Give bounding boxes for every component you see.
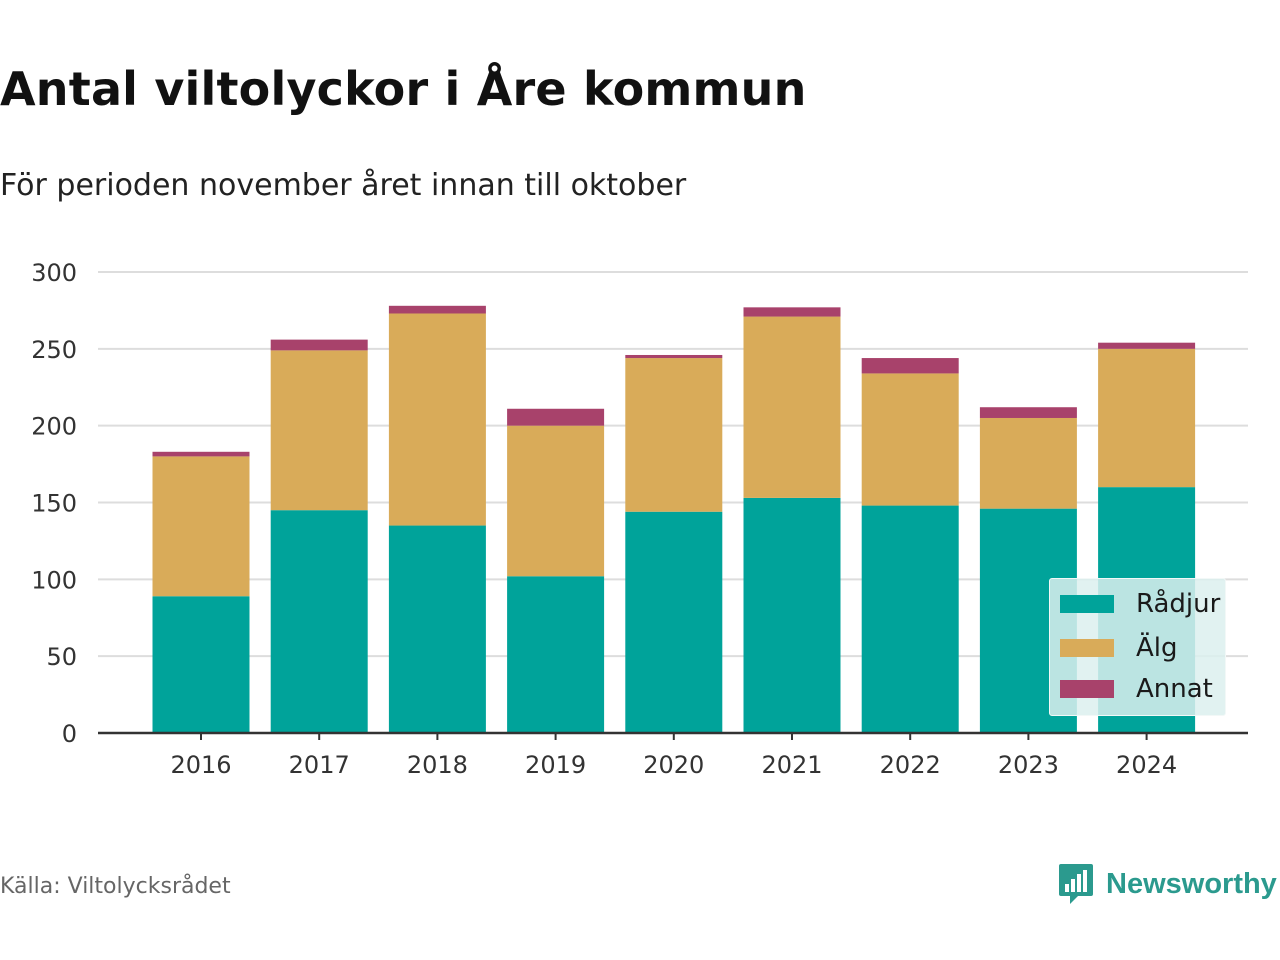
legend: Rådjur Älg Annat (1049, 578, 1226, 716)
x-tick-label: 2021 (761, 751, 822, 779)
y-tick-label: 50 (46, 643, 77, 671)
bar-rådjur-2021 (743, 497, 841, 733)
legend-swatch-annat (1060, 680, 1114, 698)
x-tick-label: 2024 (1116, 751, 1177, 779)
bar-älg-2021 (743, 316, 841, 498)
axes: 0 50 100 150 200 250 300 2016 2017 2018 2019 2020 20… (31, 259, 1248, 779)
y-tick-label: 0 (62, 720, 77, 748)
bar-älg-2017 (270, 350, 368, 511)
x-tick-label: 2016 (170, 751, 231, 779)
brand[interactable]: Newsworthy (1058, 862, 1277, 906)
bar-rådjur-2020 (625, 511, 723, 733)
y-tick-label: 300 (31, 259, 77, 287)
newsworthy-logo-icon (1059, 864, 1093, 904)
x-tick-label: 2018 (407, 751, 468, 779)
legend-label-annat: Annat (1136, 674, 1213, 704)
bars (152, 305, 1196, 733)
bar-annat-2016 (152, 451, 250, 457)
brand-name: Newsworthy (1106, 867, 1277, 900)
bar-rådjur-2017 (270, 510, 368, 733)
legend-label-alg: Älg (1136, 633, 1178, 663)
y-tick-label: 150 (31, 490, 77, 518)
bar-älg-2019 (507, 425, 605, 577)
x-tick-label: 2022 (880, 751, 941, 779)
x-tick-label: 2020 (643, 751, 704, 779)
bar-älg-2018 (388, 313, 486, 526)
bar-annat-2022 (861, 358, 959, 374)
bar-rådjur-2018 (388, 525, 486, 733)
bar-annat-2017 (270, 339, 368, 351)
legend-swatch-alg (1060, 639, 1114, 657)
bar-älg-2016 (152, 456, 250, 597)
bar-älg-2023 (979, 417, 1077, 509)
y-tick-label: 200 (31, 413, 77, 441)
legend-item-radjur: Rådjur (1060, 589, 1220, 619)
legend-label-radjur: Rådjur (1136, 589, 1221, 619)
chart-subtitle: För perioden november året innan till ok… (0, 168, 687, 203)
bar-annat-2018 (388, 305, 486, 314)
bar-rådjur-2016 (152, 596, 250, 733)
bar-rådjur-2022 (861, 505, 959, 733)
bar-annat-2020 (625, 354, 723, 359)
bar-älg-2022 (861, 373, 959, 506)
bar-annat-2021 (743, 307, 841, 317)
bar-rådjur-2019 (507, 576, 605, 733)
bar-chart: 0 50 100 150 200 250 300 2016 2017 2018 2019 2020 20… (31, 259, 1248, 779)
bar-annat-2019 (507, 408, 605, 426)
bar-annat-2023 (979, 407, 1077, 418)
legend-swatch-radjur (1060, 595, 1114, 613)
bar-annat-2024 (1098, 342, 1196, 349)
legend-item-annat: Annat (1060, 674, 1213, 704)
x-tick-label: 2019 (525, 751, 586, 779)
x-tick-label: 2017 (289, 751, 350, 779)
bar-älg-2020 (625, 358, 723, 512)
x-tick-label: 2023 (998, 751, 1059, 779)
y-tick-label: 100 (31, 566, 77, 594)
source-note: Källa: Viltolycksrådet (0, 874, 231, 899)
legend-item-alg: Älg (1060, 633, 1178, 663)
y-tick-label: 250 (31, 336, 77, 364)
chart-title: Antal viltolyckor i Åre kommun (0, 62, 807, 116)
bar-älg-2024 (1098, 348, 1196, 488)
